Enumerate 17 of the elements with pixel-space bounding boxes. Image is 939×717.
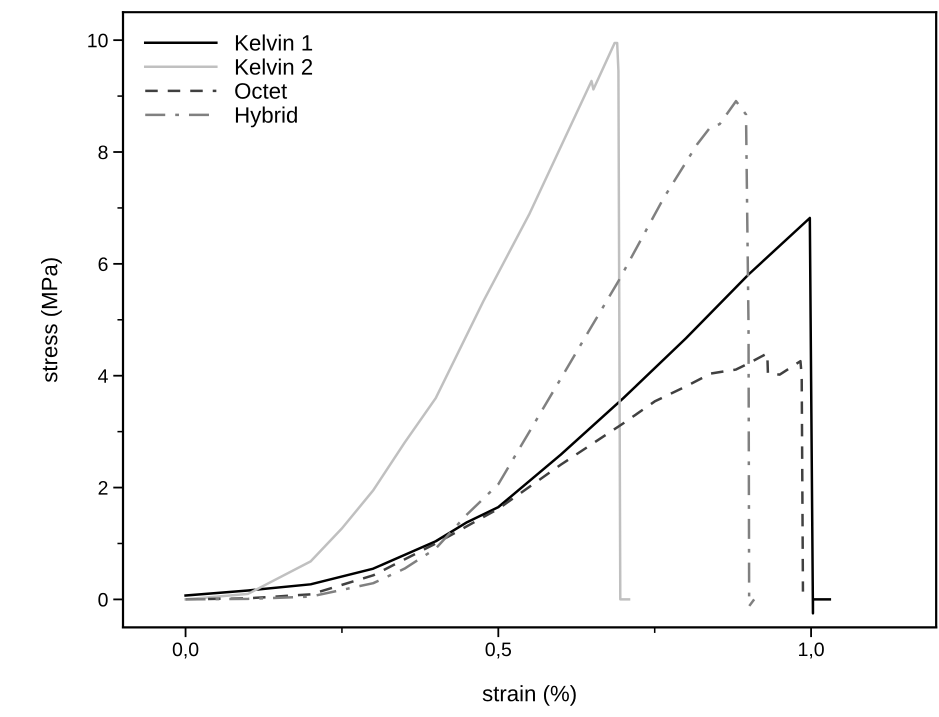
y-tick-label: 10 — [88, 34, 108, 48]
y-axis-title: stress (MPa) — [41, 258, 62, 382]
line-series — [184, 216, 832, 615]
x-axis-title: strain (%) — [482, 685, 576, 706]
x-tick-label: 1,0 — [799, 642, 824, 659]
y-tick-label: 2 — [98, 481, 108, 495]
y-tick-label: 0 — [98, 592, 108, 607]
x-tick-label: 0,5 — [486, 642, 512, 659]
y-tick-label: 8 — [98, 145, 108, 160]
y-tick-label: 4 — [98, 369, 108, 383]
line-series — [184, 100, 756, 608]
legend-label: Kelvin 2 — [236, 58, 312, 75]
legend-label: Kelvin 1 — [236, 34, 312, 51]
legend-label: Octet — [235, 83, 288, 99]
legend-label: Hybrid — [236, 106, 297, 128]
x-tick-label: 0,0 — [172, 642, 198, 659]
y-tick-label: 6 — [98, 257, 108, 272]
